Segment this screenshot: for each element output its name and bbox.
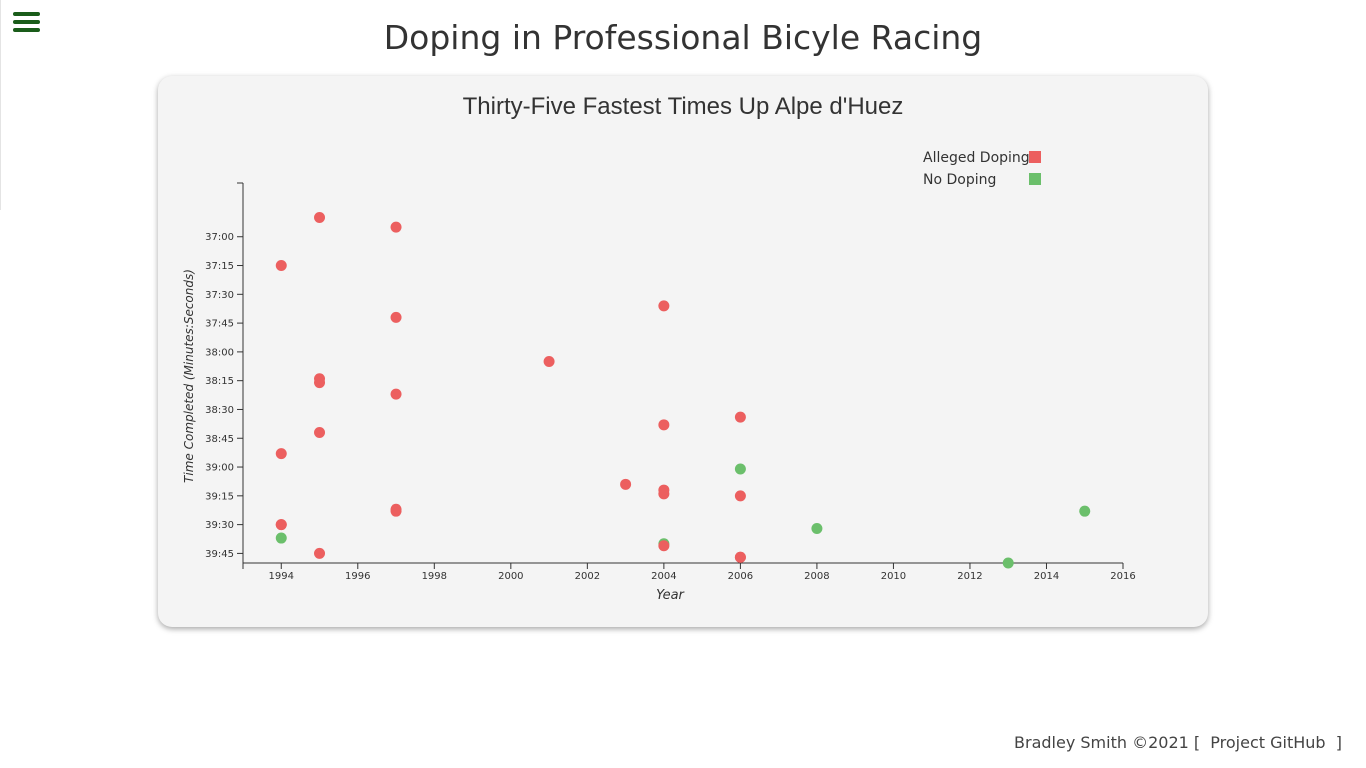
data-point-doping (314, 426, 326, 438)
y-tick-label: 39:15 (205, 491, 234, 502)
x-tick-label: 1996 (345, 571, 370, 582)
footer-close-bracket: ] (1335, 733, 1342, 752)
data-point-doping (543, 355, 555, 367)
y-tick-label: 37:45 (205, 319, 234, 330)
page-title: Doping in Professional Bicyle Racing (383, 18, 983, 57)
y-tick-label: 37:15 (205, 261, 234, 272)
left-edge-divider (0, 0, 1, 210)
legend-label: Alleged Doping (923, 150, 1030, 166)
x-tick-label: 2000 (498, 571, 523, 582)
data-point-clean (1002, 557, 1014, 569)
x-tick-label: 2004 (651, 571, 676, 582)
data-point-doping (620, 478, 632, 490)
footer-credit: Bradley Smith ©2021 [ (1014, 733, 1201, 752)
github-link[interactable]: Project GitHub (1210, 733, 1326, 752)
x-tick-label: 1998 (422, 571, 447, 582)
data-point-clean (1079, 505, 1091, 517)
data-point-doping (390, 221, 402, 233)
legend-label: No Doping (923, 172, 996, 188)
data-point-doping (658, 540, 670, 552)
menu-bar (13, 12, 40, 16)
data-point-clean (734, 463, 746, 475)
data-point-doping (390, 388, 402, 400)
x-tick-label: 2012 (957, 571, 982, 582)
legend-swatch (1029, 151, 1041, 163)
scatter-plot: 37:00 37:15 37:30 37:45 38:00 38:15 38:30 38:45… (182, 150, 1136, 603)
x-tick-label: 2010 (881, 571, 906, 582)
data-point-doping (314, 377, 326, 389)
legend-swatch (1029, 173, 1041, 185)
data-point-clean (811, 522, 823, 534)
data-point-doping (390, 311, 402, 323)
data-point-doping (658, 419, 670, 431)
y-tick-label: 38:45 (205, 434, 234, 445)
data-point-doping (275, 519, 287, 531)
x-tick-label: 2008 (804, 571, 829, 582)
data-point-doping (390, 505, 402, 517)
x-tick-label: 2014 (1034, 571, 1059, 582)
menu-bar (13, 20, 40, 24)
x-axis-label: Year (656, 588, 685, 603)
x-tick-label: 2002 (575, 571, 600, 582)
y-tick-label: 37:30 (205, 290, 234, 301)
x-tick-label: 2006 (728, 571, 753, 582)
data-point-clean (275, 532, 287, 544)
x-tick-label: 2016 (1110, 571, 1135, 582)
y-tick-label: 39:00 (205, 463, 234, 474)
y-tick-label: 38:30 (205, 405, 234, 416)
data-point-doping (658, 488, 670, 500)
data-point-doping (314, 212, 326, 224)
data-point-doping (734, 411, 746, 423)
menu-bar (13, 28, 40, 32)
chart-title: Thirty-Five Fastest Times Up Alpe d'Huez (462, 93, 904, 120)
data-point-doping (734, 490, 746, 502)
y-tick-label: 39:45 (205, 549, 234, 560)
y-tick-label: 39:30 (205, 520, 234, 531)
data-point-doping (275, 448, 287, 460)
y-tick-label: 38:00 (205, 347, 234, 358)
data-point-doping (734, 551, 746, 563)
chart-card: Thirty-Five Fastest Times Up Alpe d'Huez… (158, 76, 1208, 627)
x-tick-label: 1994 (269, 571, 294, 582)
data-point-doping (658, 300, 670, 312)
data-point-doping (275, 260, 287, 272)
y-axis-label: Time Completed (Minutes:Seconds) (182, 269, 196, 483)
data-point-doping (314, 547, 326, 559)
footer: Bradley Smith ©2021 [ Project GitHub ] (1014, 733, 1342, 752)
y-tick-label: 37:00 (205, 232, 234, 243)
hamburger-menu-icon[interactable] (13, 12, 41, 34)
y-tick-label: 38:15 (205, 376, 234, 387)
